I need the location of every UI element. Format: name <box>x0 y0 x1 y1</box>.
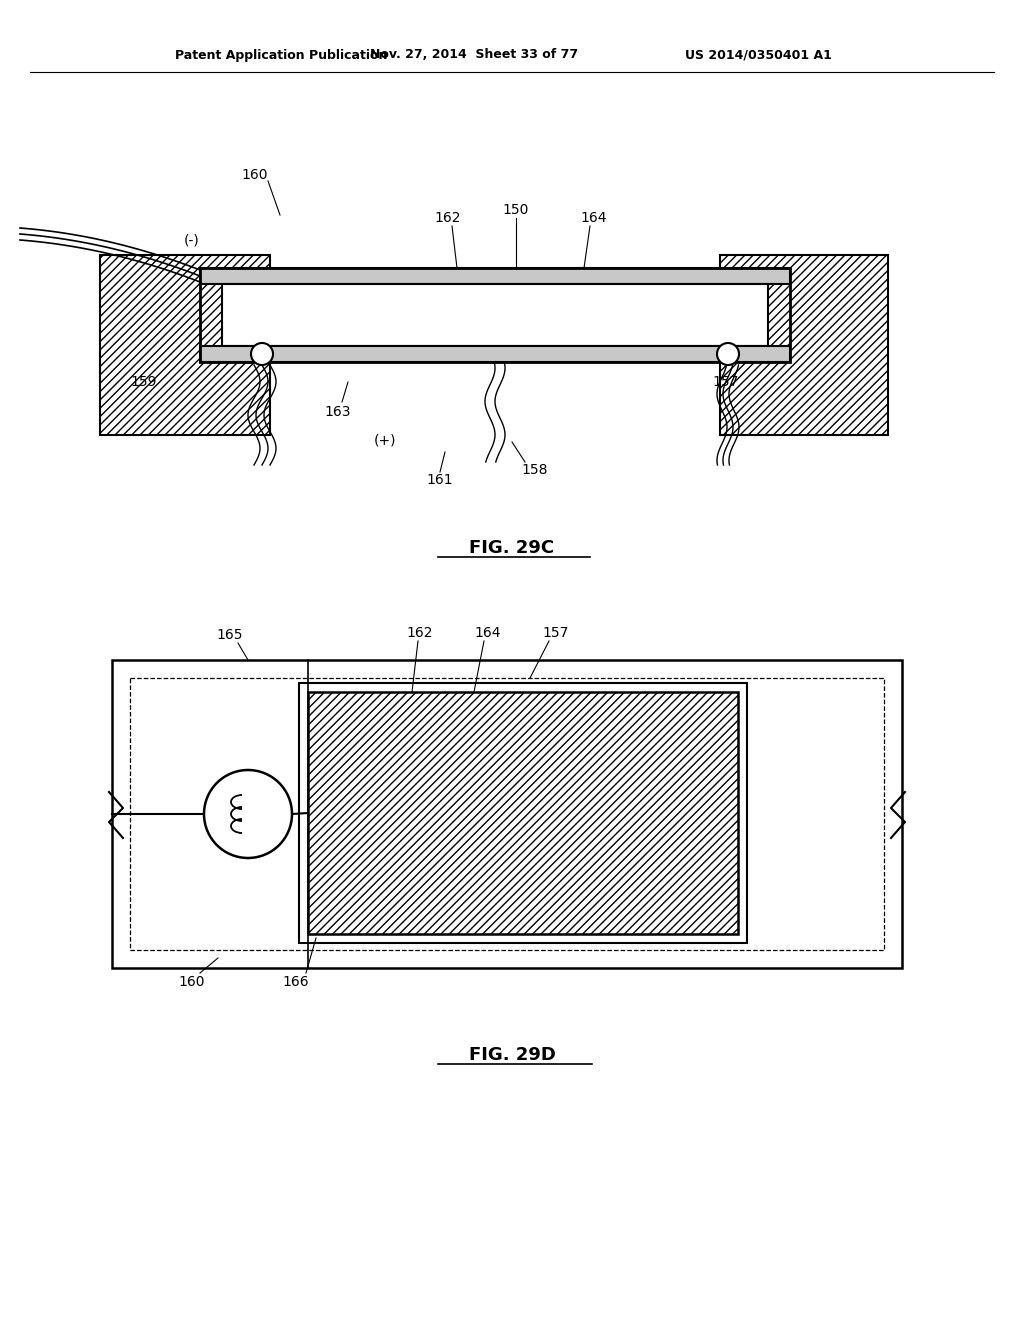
Bar <box>130 678 884 950</box>
Text: (-): (-) <box>184 234 200 247</box>
Text: US 2014/0350401 A1: US 2014/0350401 A1 <box>685 49 831 62</box>
Text: 163: 163 <box>325 405 351 418</box>
Bar <box>200 346 790 362</box>
Bar <box>299 682 746 942</box>
Text: 150: 150 <box>503 203 529 216</box>
Text: 165: 165 <box>217 628 244 642</box>
Bar <box>222 284 768 346</box>
Text: 164: 164 <box>475 626 502 640</box>
Text: Nov. 27, 2014  Sheet 33 of 77: Nov. 27, 2014 Sheet 33 of 77 <box>370 49 579 62</box>
Text: 157: 157 <box>712 375 738 389</box>
Bar <box>720 255 888 436</box>
Bar <box>100 255 270 436</box>
Text: 160: 160 <box>242 168 268 182</box>
Bar <box>200 268 790 284</box>
Text: 164: 164 <box>581 211 607 224</box>
Text: 159: 159 <box>130 375 157 389</box>
Text: 158: 158 <box>522 463 548 477</box>
Circle shape <box>251 343 273 366</box>
Text: (+): (+) <box>374 433 396 447</box>
Bar <box>200 268 790 362</box>
Text: 162: 162 <box>435 211 461 224</box>
Text: 160: 160 <box>179 975 205 989</box>
Text: 157: 157 <box>543 626 569 640</box>
Text: FIG. 29D: FIG. 29D <box>469 1045 555 1064</box>
Text: 166: 166 <box>283 975 309 989</box>
Text: FIG. 29C: FIG. 29C <box>469 539 555 557</box>
Bar <box>112 660 902 968</box>
Text: Patent Application Publication: Patent Application Publication <box>175 49 387 62</box>
Bar <box>308 692 738 935</box>
Circle shape <box>204 770 292 858</box>
Text: 162: 162 <box>407 626 433 640</box>
Text: 161: 161 <box>427 473 454 487</box>
Circle shape <box>717 343 739 366</box>
